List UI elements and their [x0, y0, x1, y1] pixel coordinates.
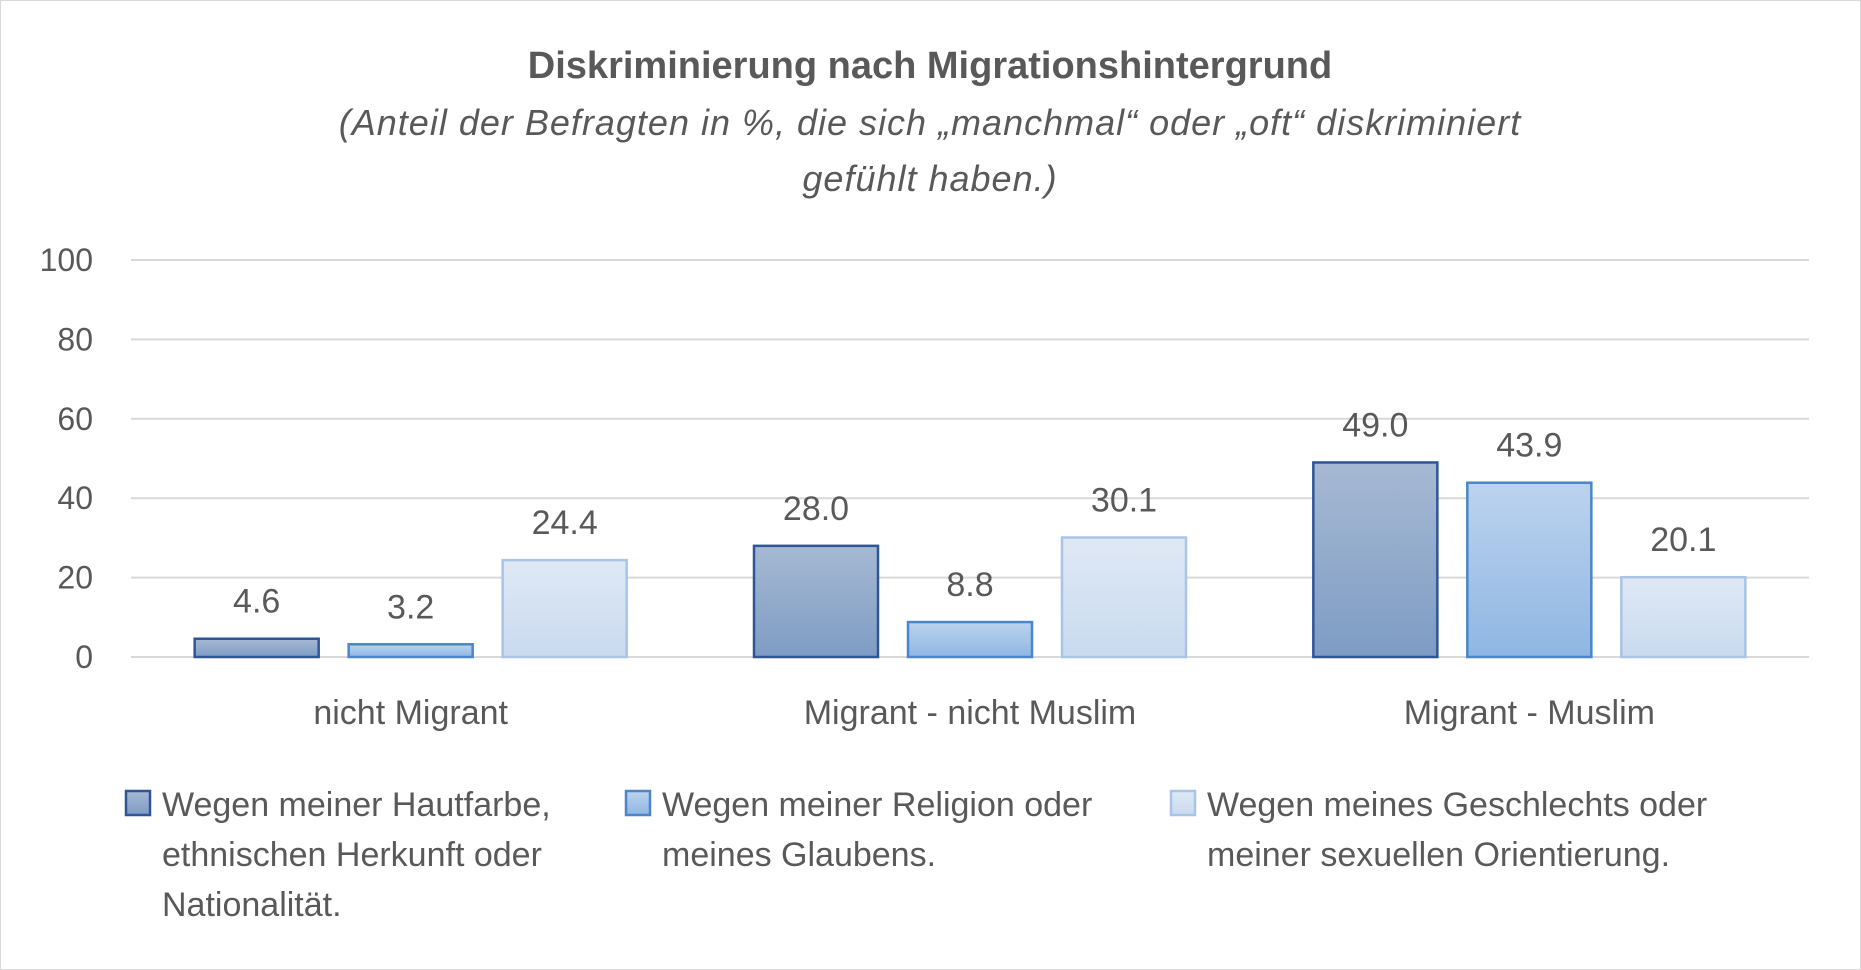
legend-item-2: Wegen meiner Religion oder meines Glauben… — [624, 786, 1092, 874]
legend-label: meiner sexuellen Orientierung. — [1207, 836, 1670, 874]
bar-series1-cat2 — [752, 544, 880, 659]
data-label: 49.0 — [1342, 406, 1408, 444]
legend-label: Nationalität. — [162, 886, 342, 924]
y-tick-label: 100 — [40, 242, 93, 278]
legend-item-1: Wegen meiner Hautfarbe, ethnischen Herkun… — [124, 786, 551, 924]
legend-swatch — [124, 789, 152, 817]
legend-label: Wegen meiner Hautfarbe, — [162, 786, 551, 824]
y-tick-label: 0 — [75, 639, 93, 675]
data-label: 4.6 — [233, 583, 280, 621]
category-label: Migrant - nicht Muslim — [804, 694, 1137, 732]
bar-series1-cat3 — [1312, 461, 1439, 659]
bar-series3-cat2 — [1060, 536, 1188, 659]
chart-subtitle-line-2: gefühlt haben.) — [802, 158, 1057, 199]
data-label: 8.8 — [946, 566, 993, 604]
bar-series3-cat3 — [1620, 575, 1747, 659]
legend-label: ethnischen Herkunft oder — [162, 836, 542, 874]
category-label: nicht Migrant — [313, 694, 508, 732]
legend-swatch — [1169, 789, 1197, 817]
legend-label: Wegen meines Geschlechts oder — [1207, 786, 1707, 824]
data-labels: 4.6 3.2 24.4 28.0 8.8 30.1 49.0 43.9 20.1 — [233, 406, 1716, 626]
y-tick-label: 40 — [57, 480, 93, 516]
bar-series3-cat1 — [501, 558, 628, 659]
bar-series2-cat1 — [347, 643, 474, 659]
chart-subtitle-line-1: (Anteil der Befragten in %, die sich „ma… — [339, 102, 1522, 143]
legend: Wegen meiner Hautfarbe, ethnischen Herkun… — [124, 786, 1707, 924]
y-tick-label: 80 — [57, 321, 93, 357]
category-label: Migrant - Muslim — [1404, 694, 1655, 732]
legend-item-3: Wegen meines Geschlechts oder meiner sexu… — [1169, 786, 1707, 874]
y-axis-ticks: 0 20 40 60 80 100 — [40, 242, 93, 675]
y-tick-label: 20 — [57, 560, 93, 596]
bar-series1-cat1 — [193, 637, 320, 659]
y-tick-label: 60 — [57, 401, 93, 437]
data-label: 20.1 — [1650, 521, 1716, 559]
chart-title: Diskriminierung nach Migrationshintergru… — [528, 45, 1332, 87]
data-label: 30.1 — [1091, 482, 1157, 520]
bar-series2-cat3 — [1466, 481, 1593, 659]
x-axis-categories: nicht Migrant Migrant - nicht Muslim Migra… — [313, 694, 1655, 732]
legend-label: meines Glaubens. — [662, 836, 936, 874]
bar-series2-cat2 — [906, 620, 1034, 659]
data-label: 3.2 — [387, 588, 434, 626]
data-label: 28.0 — [783, 490, 849, 528]
bars — [193, 461, 1747, 659]
legend-swatch — [624, 789, 652, 817]
data-label: 43.9 — [1496, 427, 1562, 465]
legend-label: Wegen meiner Religion oder — [662, 786, 1092, 824]
data-label: 24.4 — [532, 504, 598, 542]
